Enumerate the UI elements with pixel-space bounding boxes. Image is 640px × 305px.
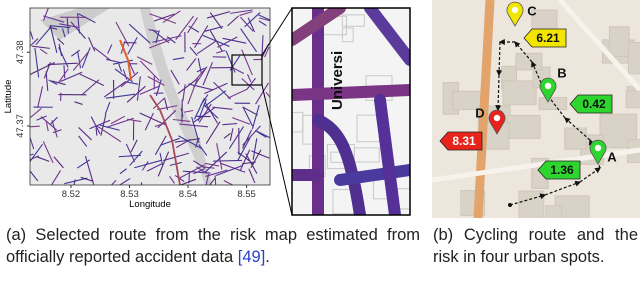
x-tick-label: 8.54 — [179, 189, 198, 200]
caption-label: (b) — [433, 226, 453, 244]
caption-text: Cycling route and the risk in four urban… — [433, 226, 638, 266]
x-tick-label: 8.52 — [62, 189, 81, 200]
building — [546, 206, 562, 218]
risk-value: 1.36 — [550, 163, 574, 177]
road — [292, 90, 410, 95]
building — [609, 27, 629, 57]
building — [519, 191, 544, 218]
y-tick-label: 47.38 — [15, 40, 26, 64]
building — [503, 81, 536, 105]
street — [64, 65, 65, 78]
y-tick-label: 47.37 — [15, 114, 26, 138]
caption-b: (b) Cycling route and the risk in four u… — [433, 224, 638, 268]
building — [516, 53, 542, 70]
building — [565, 128, 587, 149]
building — [628, 42, 640, 73]
risk-value: 0.42 — [582, 97, 606, 111]
spot-name: A — [607, 149, 617, 164]
building — [507, 115, 540, 138]
caption-text: Selected route from the risk map estimat… — [6, 226, 420, 266]
map-label: Universi — [329, 51, 346, 110]
zoom-map: Universi — [292, 8, 421, 215]
pin-hole — [494, 115, 500, 121]
building — [626, 91, 640, 108]
spot-name: B — [557, 65, 566, 80]
street — [215, 175, 216, 187]
citation[interactable]: [49] — [238, 248, 266, 266]
risk-value: 6.21 — [536, 31, 560, 45]
caption-a: (a) Selected route from the risk map est… — [6, 224, 420, 268]
pin-hole — [595, 145, 601, 151]
risk-map — [9, 8, 282, 202]
pin-hole — [545, 83, 551, 89]
spot-name: C — [527, 3, 537, 18]
caption-end: . — [265, 248, 270, 266]
pin-hole — [512, 7, 518, 13]
caption-label: (a) — [6, 226, 26, 244]
y-axis-label: Latitude — [3, 80, 14, 114]
x-axis-label: Longitude — [129, 199, 171, 210]
route-start — [508, 203, 512, 207]
x-tick-label: 8.55 — [237, 189, 256, 200]
risk-value: 8.31 — [452, 134, 476, 148]
spot-name: D — [475, 105, 484, 120]
building — [539, 98, 567, 110]
page: Universi A1.36B0.42C6.21D8.31 8.528.538.… — [0, 0, 640, 305]
route-map: A 1.36 B 0.42 C 6.21 D 8.31 — [432, 0, 640, 218]
